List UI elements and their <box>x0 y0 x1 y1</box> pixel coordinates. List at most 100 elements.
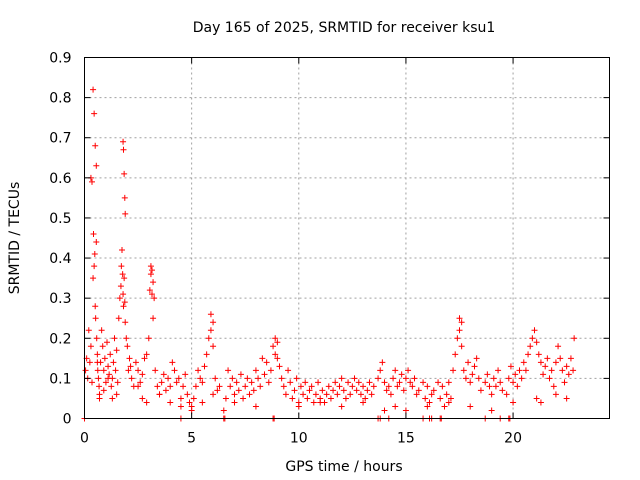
data-point <box>199 399 206 406</box>
data-point <box>398 371 405 378</box>
data-point <box>160 371 167 378</box>
x-tick-label: 15 <box>397 431 415 447</box>
grid <box>84 57 610 419</box>
data-point <box>90 275 97 282</box>
data-point <box>392 367 399 374</box>
data-point <box>428 391 435 398</box>
data-point <box>411 375 418 382</box>
data-point <box>100 367 107 374</box>
data-point <box>272 335 279 342</box>
data-point <box>330 387 337 394</box>
data-point <box>497 379 504 386</box>
data-point <box>119 247 125 254</box>
data-point <box>95 375 102 382</box>
data-point <box>141 355 148 362</box>
data-point <box>158 379 165 386</box>
data-point <box>222 395 229 402</box>
data-point <box>454 335 461 342</box>
data-point <box>199 379 206 386</box>
data-point <box>274 339 281 346</box>
data-point <box>465 359 472 366</box>
data-point <box>546 375 553 382</box>
data-point <box>402 375 409 382</box>
data-point <box>192 383 199 390</box>
data-point <box>405 367 412 374</box>
data-point <box>90 86 97 93</box>
data-point <box>197 375 204 382</box>
data-point <box>108 383 115 390</box>
data-point <box>233 379 240 386</box>
data-point <box>565 371 572 378</box>
data-point <box>147 271 154 278</box>
x-tick-label: 10 <box>290 431 308 447</box>
data-point <box>507 363 514 370</box>
data-point <box>265 379 272 386</box>
data-point <box>188 407 195 414</box>
data-point <box>94 359 101 366</box>
data-point <box>248 379 255 386</box>
data-point <box>413 391 420 398</box>
data-point <box>304 395 311 402</box>
data-point <box>89 379 95 386</box>
data-point <box>387 391 394 398</box>
data-point <box>422 395 429 402</box>
data-point <box>471 363 478 370</box>
data-point <box>167 383 174 390</box>
data-point <box>529 335 536 342</box>
data-point <box>93 335 100 342</box>
data-point <box>456 315 463 322</box>
data-point <box>357 391 364 398</box>
data-point <box>531 327 538 334</box>
data-point <box>435 379 442 386</box>
data-point <box>567 355 574 362</box>
data-point <box>105 375 112 382</box>
data-point <box>89 178 95 185</box>
data-point <box>145 335 152 342</box>
data-point <box>475 375 482 382</box>
y-tick-label: 0.9 <box>49 51 71 67</box>
data-point <box>135 367 142 374</box>
plot-frame <box>84 57 610 419</box>
data-point <box>162 387 169 394</box>
data-point <box>125 367 132 374</box>
data-point <box>106 371 113 378</box>
data-point <box>462 375 469 382</box>
data-point <box>332 379 339 386</box>
data-point <box>484 371 491 378</box>
data-point <box>184 391 191 398</box>
data-point <box>552 359 559 366</box>
data-point <box>289 395 296 402</box>
data-point <box>312 391 319 398</box>
data-point <box>177 403 184 410</box>
data-point <box>452 351 459 358</box>
data-point <box>177 395 184 402</box>
data-point <box>456 327 463 334</box>
data-point <box>555 343 562 350</box>
data-point <box>82 367 89 374</box>
data-point <box>114 379 121 386</box>
data-point <box>259 355 266 362</box>
data-point <box>458 343 465 350</box>
data-point <box>115 315 122 322</box>
data-point <box>118 263 125 270</box>
data-point <box>96 383 103 390</box>
data-point <box>552 391 559 398</box>
data-point <box>149 291 155 298</box>
data-point <box>561 379 568 386</box>
data-point <box>400 387 407 394</box>
data-point <box>308 383 315 390</box>
data-point <box>205 335 212 342</box>
data-point <box>441 403 448 410</box>
data-point <box>325 383 332 390</box>
data-point <box>458 319 465 326</box>
data-point <box>302 379 309 386</box>
data-point <box>180 383 187 390</box>
data-point <box>533 339 540 346</box>
data-point <box>267 367 274 374</box>
data-point <box>210 391 217 398</box>
data-point <box>503 391 510 398</box>
data-point <box>522 367 529 374</box>
data-point <box>119 271 126 278</box>
x-axis-label: GPS time / hours <box>285 459 402 475</box>
data-point <box>443 391 450 398</box>
